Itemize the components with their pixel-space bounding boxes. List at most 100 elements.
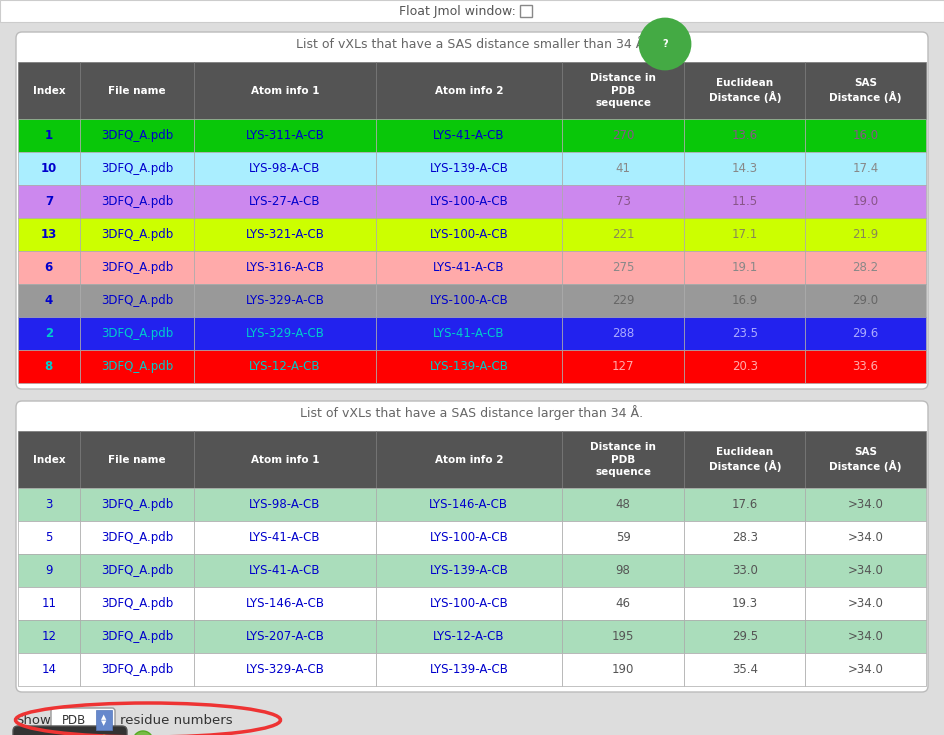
Text: 17.4: 17.4	[852, 162, 879, 175]
Bar	[79, 431, 194, 488]
Bar	[562, 350, 684, 383]
Bar	[79, 251, 194, 284]
Bar	[805, 521, 926, 554]
Text: 17.1: 17.1	[732, 228, 758, 241]
Text: LYS-139-A-CB: LYS-139-A-CB	[430, 162, 508, 175]
Text: 3DFQ_A.pdb: 3DFQ_A.pdb	[101, 129, 173, 142]
Text: LYS-329-A-CB: LYS-329-A-CB	[245, 663, 325, 676]
Text: File name: File name	[109, 85, 166, 96]
Bar	[18, 653, 79, 686]
Text: SAS
Distance (Å): SAS Distance (Å)	[830, 447, 902, 472]
Bar	[562, 317, 684, 350]
Bar	[79, 350, 194, 383]
Text: 127: 127	[612, 360, 634, 373]
Bar	[79, 620, 194, 653]
Text: 23.5: 23.5	[732, 327, 758, 340]
Bar	[376, 653, 562, 686]
Bar	[805, 152, 926, 185]
Bar	[805, 119, 926, 152]
Text: 35.4: 35.4	[732, 663, 758, 676]
Bar	[805, 251, 926, 284]
Text: 19.3: 19.3	[732, 597, 758, 610]
Text: 21.9: 21.9	[852, 228, 879, 241]
Bar	[18, 185, 79, 218]
Bar	[684, 488, 805, 521]
Text: LYS-139-A-CB: LYS-139-A-CB	[430, 564, 508, 577]
Bar	[79, 521, 194, 554]
Bar	[194, 620, 376, 653]
Text: Index: Index	[32, 454, 65, 465]
Bar	[376, 185, 562, 218]
Bar	[79, 119, 194, 152]
Text: >34.0: >34.0	[848, 564, 884, 577]
Bar	[562, 152, 684, 185]
Text: residue numbers: residue numbers	[120, 714, 232, 726]
Text: 11: 11	[42, 597, 57, 610]
Text: 14: 14	[42, 663, 57, 676]
Text: LYS-100-A-CB: LYS-100-A-CB	[430, 597, 508, 610]
Bar	[18, 152, 79, 185]
Bar	[79, 62, 194, 119]
Text: 3DFQ_A.pdb: 3DFQ_A.pdb	[101, 663, 173, 676]
FancyBboxPatch shape	[13, 726, 127, 735]
Bar	[79, 284, 194, 317]
Bar	[562, 251, 684, 284]
Bar	[376, 587, 562, 620]
Text: Distance in
PDB
sequence: Distance in PDB sequence	[590, 442, 656, 477]
Text: 17.6: 17.6	[732, 498, 758, 511]
Text: 2: 2	[44, 327, 53, 340]
Bar	[376, 488, 562, 521]
Text: 6: 6	[44, 261, 53, 274]
Text: 33.6: 33.6	[852, 360, 879, 373]
Bar	[562, 587, 684, 620]
Bar	[79, 587, 194, 620]
Bar	[194, 488, 376, 521]
Text: >34.0: >34.0	[848, 663, 884, 676]
Text: ▼: ▼	[101, 720, 107, 726]
FancyBboxPatch shape	[51, 708, 115, 732]
Text: LYS-41-A-CB: LYS-41-A-CB	[249, 531, 321, 544]
Bar	[805, 350, 926, 383]
Bar	[194, 284, 376, 317]
Bar	[805, 488, 926, 521]
Text: 73: 73	[615, 195, 631, 208]
Bar	[805, 587, 926, 620]
Bar	[684, 119, 805, 152]
Bar	[562, 488, 684, 521]
Bar	[79, 317, 194, 350]
Bar	[562, 218, 684, 251]
Text: 3DFQ_A.pdb: 3DFQ_A.pdb	[101, 294, 173, 307]
Text: 3DFQ_A.pdb: 3DFQ_A.pdb	[101, 261, 173, 274]
Bar	[562, 284, 684, 317]
Text: File name: File name	[109, 454, 166, 465]
Bar	[376, 152, 562, 185]
Text: 16.9: 16.9	[732, 294, 758, 307]
Text: 190: 190	[612, 663, 634, 676]
Text: 275: 275	[612, 261, 634, 274]
Text: 16.0: 16.0	[852, 129, 879, 142]
Bar	[684, 587, 805, 620]
Text: Distance in
PDB
sequence: Distance in PDB sequence	[590, 73, 656, 108]
Bar	[376, 251, 562, 284]
Text: LYS-100-A-CB: LYS-100-A-CB	[430, 294, 508, 307]
Bar	[194, 587, 376, 620]
Bar	[684, 251, 805, 284]
Bar	[376, 350, 562, 383]
Text: 33.0: 33.0	[732, 564, 758, 577]
Text: 41: 41	[615, 162, 631, 175]
Bar	[376, 284, 562, 317]
Text: 10: 10	[41, 162, 57, 175]
Text: 12: 12	[42, 630, 57, 643]
Circle shape	[133, 731, 153, 735]
Bar	[194, 554, 376, 587]
Bar	[684, 62, 805, 119]
FancyBboxPatch shape	[16, 401, 928, 692]
Bar	[684, 284, 805, 317]
Bar	[684, 521, 805, 554]
Bar	[194, 317, 376, 350]
Bar	[684, 620, 805, 653]
Text: LYS-98-A-CB: LYS-98-A-CB	[249, 498, 321, 511]
Bar	[79, 488, 194, 521]
Bar	[194, 653, 376, 686]
Text: 3DFQ_A.pdb: 3DFQ_A.pdb	[101, 597, 173, 610]
